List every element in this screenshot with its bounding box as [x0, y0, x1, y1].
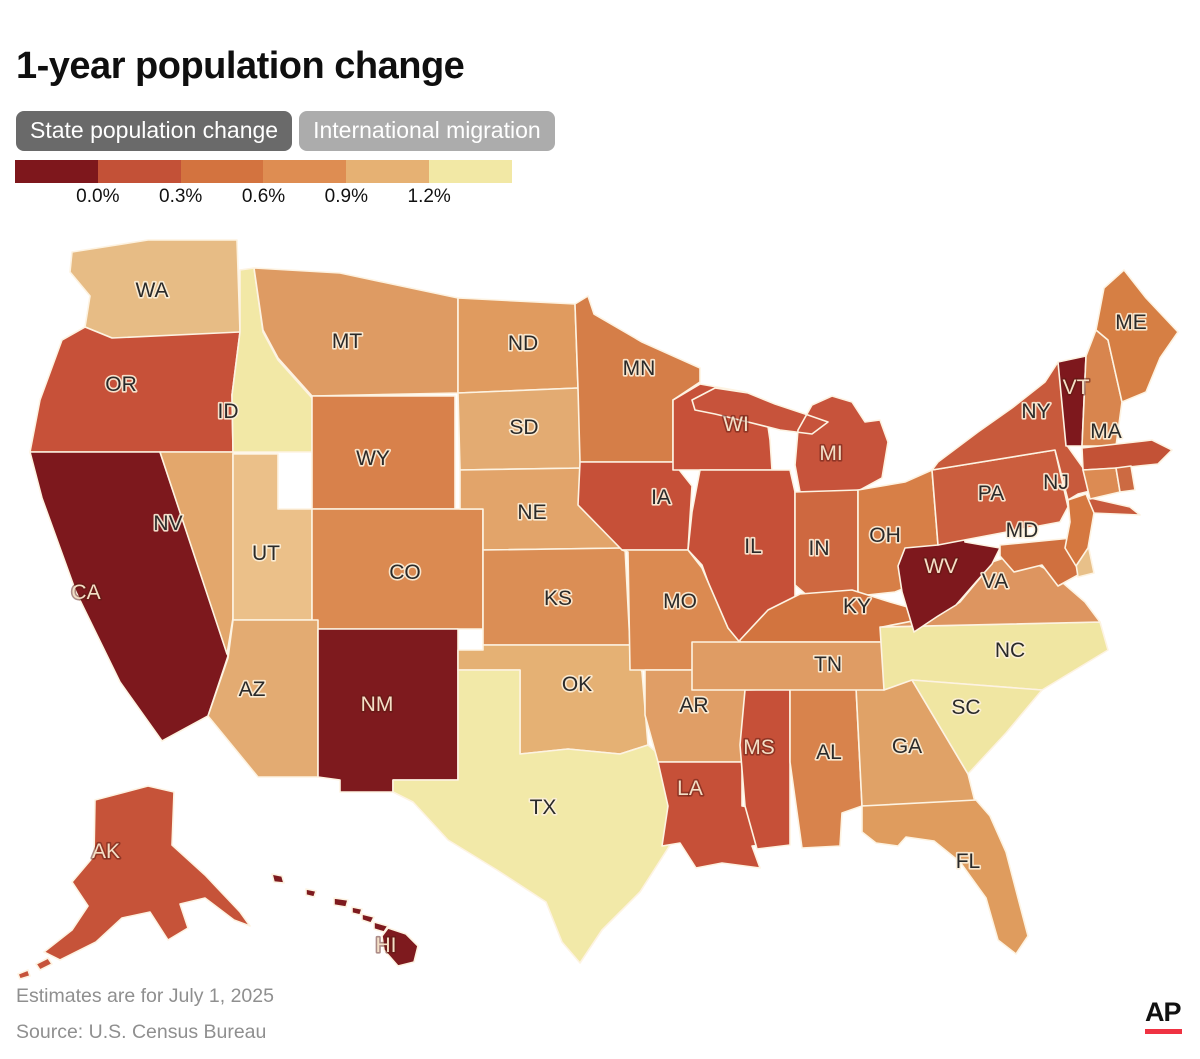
state-label-ak: AK [92, 840, 120, 863]
state-label-nj: NJ [1043, 471, 1069, 494]
state-label-ut: UT [252, 542, 280, 565]
state-label-al: AL [816, 741, 842, 764]
legend-tick-06: 0.6% [241, 186, 286, 207]
legend-swatch-2 [180, 160, 264, 183]
ap-logo-text: AP [1145, 997, 1182, 1027]
state-label-sd: SD [509, 416, 538, 439]
state-nj[interactable] [1064, 493, 1095, 567]
state-label-nv: NV [153, 512, 182, 535]
state-label-wv: WV [924, 555, 958, 578]
state-label-ks: KS [544, 587, 572, 610]
footer-note: Estimates are for July 1, 2025 [16, 985, 274, 1007]
state-label-wa: WA [135, 279, 168, 302]
legend-swatch-4 [346, 160, 430, 183]
state-label-or: OR [105, 373, 137, 396]
legend-tick-labels: 0.0% 0.3% 0.6% 0.9% 1.2% [15, 186, 512, 212]
state-mn[interactable] [574, 295, 701, 463]
state-ri[interactable] [1115, 465, 1136, 493]
state-label-ga: GA [892, 735, 922, 758]
state-label-nd: ND [508, 332, 538, 355]
legend-color-bar [15, 160, 512, 183]
state-label-nc: NC [995, 639, 1025, 662]
state-label-me: ME [1115, 311, 1147, 334]
state-label-ny: NY [1021, 400, 1050, 423]
state-label-in: IN [809, 537, 830, 560]
state-label-wy: WY [356, 447, 390, 470]
state-label-nm: NM [361, 693, 394, 716]
legend-swatch-1 [97, 160, 181, 183]
state-label-wi: WI [723, 413, 749, 436]
state-label-tx: TX [530, 796, 557, 819]
tab-state-population-change[interactable]: State population change [16, 111, 293, 151]
state-label-pa: PA [978, 482, 1004, 505]
tab-international-migration[interactable]: International migration [299, 111, 555, 151]
state-label-ne: NE [517, 501, 546, 524]
legend-tick-12: 1.2% [407, 186, 451, 207]
state-fl[interactable] [861, 799, 1029, 955]
state-ut[interactable] [232, 453, 313, 621]
view-tabs: State population change International mi… [16, 111, 555, 151]
legend-swatch-3 [263, 160, 347, 183]
state-label-mi: MI [819, 442, 842, 465]
state-hi[interactable] [271, 873, 419, 967]
legend-swatch-0 [15, 160, 98, 183]
state-ak[interactable] [17, 785, 251, 980]
page-title: 1-year population change [16, 45, 465, 88]
state-label-ms: MS [743, 736, 775, 759]
state-label-la: LA [677, 777, 703, 800]
state-label-ia: IA [651, 486, 671, 509]
state-ct[interactable] [1082, 467, 1121, 500]
state-label-mt: MT [332, 330, 362, 353]
state-label-va: VA [982, 570, 1008, 593]
footer-source: Source: U.S. Census Bureau [16, 1021, 267, 1043]
us-choropleth-map: WA OR CA ID NV MT WY UT CO AZ NM ND SD NE KS OK TX MN IA MO… [0, 225, 1200, 985]
state-labels: WA OR CA ID NV MT WY UT CO AZ NM ND SD NE KS OK TX MN IA MO… [70, 277, 1149, 958]
state-shapes [17, 239, 1179, 980]
state-sc[interactable] [911, 679, 1043, 775]
state-label-ky: KY [843, 595, 871, 618]
state-label-hi: HI [376, 934, 397, 957]
state-label-ma: MA [1090, 420, 1122, 443]
state-label-mo: MO [663, 590, 697, 613]
state-az[interactable] [207, 619, 319, 778]
state-label-ok: OK [562, 673, 592, 696]
state-al[interactable] [789, 686, 863, 849]
state-label-ar: AR [679, 694, 708, 717]
state-label-mn: MN [623, 357, 656, 380]
state-label-tn: TN [814, 653, 842, 676]
state-label-ca: CA [71, 581, 100, 604]
us-map-svg: WA OR CA ID NV MT WY UT CO AZ NM ND SD NE KS OK TX MN IA MO… [17, 239, 1179, 980]
state-tx[interactable] [392, 669, 673, 964]
state-mt[interactable] [253, 267, 459, 397]
state-label-id: ID [218, 400, 239, 423]
state-label-sc: SC [951, 696, 980, 719]
legend-tick-03: 0.3% [159, 186, 203, 207]
color-legend: 0.0% 0.3% 0.6% 0.9% 1.2% [15, 160, 512, 212]
state-label-az: AZ [239, 678, 266, 701]
state-label-md: MD [1006, 519, 1039, 542]
ap-logo: AP [1145, 999, 1183, 1034]
ap-logo-red-bar [1145, 1029, 1182, 1034]
legend-swatch-5 [429, 160, 512, 183]
state-la[interactable] [657, 761, 781, 869]
legend-tick-09: 0.9% [324, 186, 368, 207]
state-label-co: CO [389, 561, 421, 584]
state-label-vt: VT [1063, 376, 1090, 399]
state-me[interactable] [1095, 269, 1179, 403]
state-label-il: IL [744, 535, 762, 558]
legend-tick-00: 0.0% [76, 186, 120, 207]
state-label-oh: OH [869, 524, 901, 547]
state-label-fl: FL [956, 850, 981, 873]
